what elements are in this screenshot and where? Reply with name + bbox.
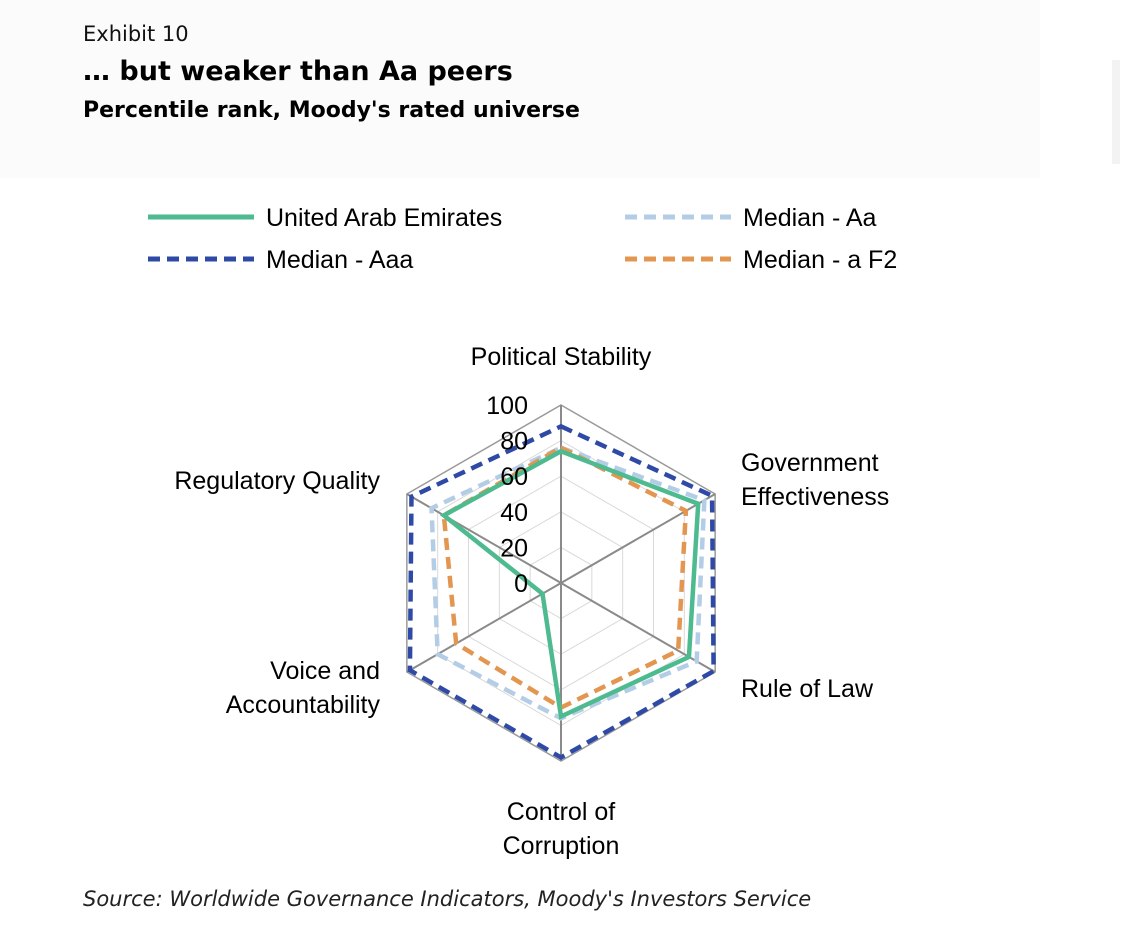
axis-label: Corruption (503, 832, 620, 860)
axis-label: Rule of Law (741, 675, 874, 703)
tick-label: 20 (500, 534, 528, 562)
legend-label: United Arab Emirates (266, 204, 502, 232)
axis-spoke (406, 582, 562, 673)
axis-label: Voice and (270, 657, 380, 685)
exhibit-label: Exhibit 10 (83, 22, 189, 46)
legend-label: Median - Aa (743, 204, 877, 232)
axis-spoke (560, 493, 716, 584)
radial-tick-labels: 0 20 40 60 80 100 (486, 392, 528, 598)
axis-label: Regulatory Quality (174, 467, 380, 495)
chart-panel (85, 178, 1125, 868)
chart-subtitle: Percentile rank, Moody's rated universe (83, 98, 580, 123)
axis-label: Control of (507, 798, 615, 826)
series-median-aaa (407, 423, 716, 761)
axis-label: Political Stability (471, 343, 652, 371)
source-note: Source: Worldwide Governance Indicators,… (83, 887, 812, 911)
legend-label: Median - a F2 (743, 246, 897, 274)
axis-labels: Political Stability Government Effectivene… (174, 343, 889, 860)
axis-label: Accountability (226, 691, 381, 719)
tick-label: 40 (500, 499, 528, 527)
series-united-arab-emirates (439, 448, 701, 720)
legend: United Arab Emirates Median - Aa Median - … (148, 204, 897, 274)
legend-label: Median - Aaa (266, 246, 413, 274)
tick-label: 60 (500, 463, 528, 491)
tick-label: 100 (486, 392, 528, 420)
header-panel (0, 0, 1040, 178)
tick-label: 0 (514, 570, 528, 598)
tick-label: 80 (500, 428, 528, 456)
axis-label: Effectiveness (741, 483, 889, 511)
chart-title: … but weaker than Aa peers (83, 56, 513, 87)
radar-series (407, 423, 716, 761)
edge-panel (1112, 60, 1120, 164)
axis-label: Government (741, 449, 879, 477)
